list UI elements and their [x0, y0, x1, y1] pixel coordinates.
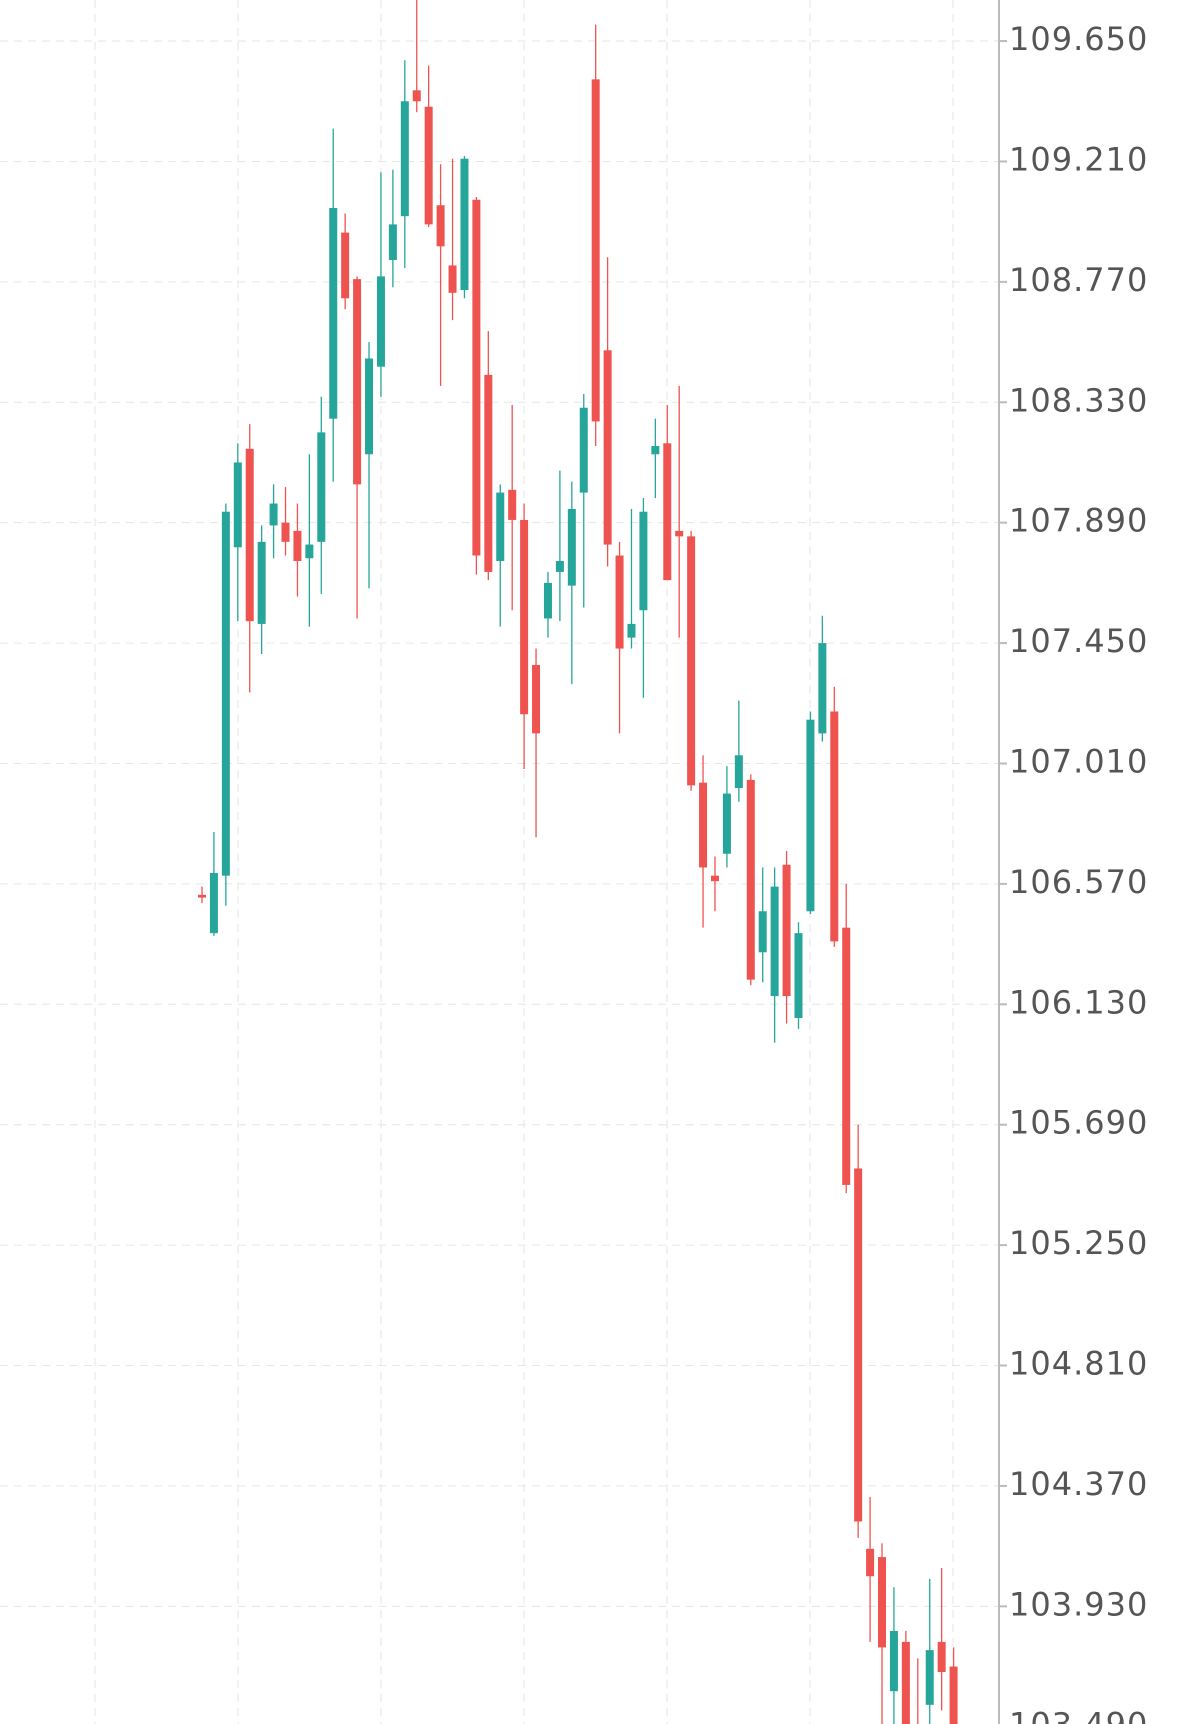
candle-body	[878, 1557, 887, 1648]
candle-body	[484, 374, 493, 572]
y-tick-label: 107.890	[1009, 502, 1148, 540]
y-tick-label: 109.650	[1009, 20, 1148, 58]
candle-body	[830, 711, 839, 942]
candle-body	[842, 927, 851, 1185]
candle-body	[424, 106, 433, 225]
candle-body	[699, 782, 708, 868]
candle-body	[436, 205, 445, 247]
candle-body	[651, 446, 660, 455]
candle-body	[949, 1666, 958, 1724]
y-tick-label: 104.370	[1009, 1465, 1148, 1503]
candle-body	[925, 1650, 934, 1705]
candle-body	[305, 544, 314, 559]
candle-body	[365, 358, 374, 455]
y-tick-label: 108.770	[1009, 261, 1148, 299]
candle-body	[221, 511, 230, 876]
candle-body	[209, 872, 218, 934]
candle-body	[746, 779, 755, 980]
y-tick-label: 106.570	[1009, 863, 1148, 901]
candle-body	[710, 875, 719, 882]
candle-body	[806, 719, 815, 912]
candle-body	[579, 407, 588, 493]
candle-body	[758, 911, 767, 953]
candle-body	[603, 350, 612, 545]
candle-body	[722, 793, 731, 854]
candle-body	[627, 623, 636, 638]
candle-body	[794, 933, 803, 1018]
candle-body	[675, 530, 684, 537]
candle-body	[233, 462, 242, 548]
candle-body	[520, 519, 529, 715]
candle-body	[317, 432, 326, 542]
y-tick-label: 108.330	[1009, 381, 1148, 419]
candle-body	[448, 265, 457, 293]
candle-body	[555, 560, 564, 572]
candle-body	[663, 443, 672, 581]
candle-body	[460, 158, 469, 291]
y-tick-label: 107.010	[1009, 742, 1148, 780]
candle-body	[412, 90, 421, 102]
candle-body	[388, 224, 397, 260]
candles	[198, 0, 958, 1724]
candle-body	[854, 1168, 863, 1522]
y-tick-label: 106.130	[1009, 983, 1148, 1021]
y-tick-label: 107.450	[1009, 622, 1148, 660]
y-tick-label: 105.690	[1009, 1104, 1148, 1142]
candle-body	[615, 555, 624, 649]
y-tick-label: 109.210	[1009, 140, 1148, 178]
candle-body	[889, 1630, 898, 1692]
candle-body	[508, 489, 517, 520]
candle-body	[818, 643, 827, 734]
candle-body	[281, 522, 290, 542]
candle-body	[567, 508, 576, 586]
candle-body	[198, 894, 206, 898]
candle-body	[532, 664, 541, 734]
candle-body	[687, 536, 696, 786]
candle-body	[245, 448, 254, 622]
y-tick-label: 104.810	[1009, 1345, 1148, 1383]
y-tick-label: 103.490	[1009, 1706, 1148, 1724]
candle-body	[937, 1641, 946, 1673]
candle-body	[782, 864, 791, 997]
candle-body	[770, 886, 779, 997]
y-tick-label: 105.250	[1009, 1224, 1148, 1262]
y-tick-label: 103.930	[1009, 1585, 1148, 1623]
candle-body	[341, 232, 350, 299]
candle-body	[400, 101, 409, 217]
candle-body	[257, 541, 266, 624]
candle-body	[329, 207, 338, 419]
candle-body	[734, 755, 743, 789]
candle-body	[543, 582, 552, 619]
axis-labels: 109.650 109.210 108.770 108.330 107.890 107.4…	[999, 20, 1148, 1724]
candle-body	[472, 199, 481, 556]
candle-body	[639, 511, 648, 611]
grid	[0, 0, 999, 1724]
candle-body	[353, 279, 362, 485]
candle-body	[591, 79, 600, 422]
candle-body	[269, 503, 278, 526]
candle-body	[496, 492, 505, 561]
candle-body	[866, 1548, 875, 1577]
candle-body	[376, 276, 385, 367]
candle-body	[293, 530, 302, 561]
candle-body	[901, 1641, 910, 1724]
